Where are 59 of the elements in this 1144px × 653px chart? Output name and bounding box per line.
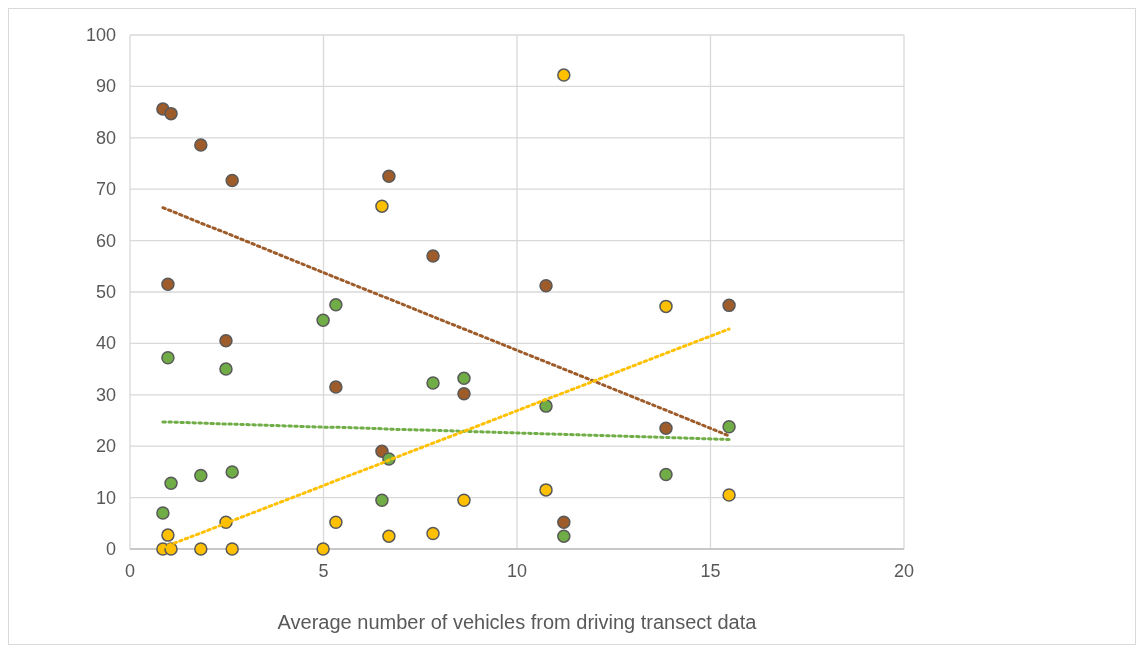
point <box>164 106 178 121</box>
x-tick-label: 0 <box>124 561 136 581</box>
point <box>225 465 239 479</box>
line-series <box>161 420 731 442</box>
y-tick-label: 90 <box>95 76 116 97</box>
point <box>161 277 175 292</box>
point <box>659 467 673 482</box>
y-tick-label: 0 <box>105 539 116 559</box>
point <box>426 249 440 263</box>
point <box>557 529 571 543</box>
point <box>225 542 239 556</box>
point <box>426 526 440 541</box>
point <box>722 419 736 434</box>
x-tick-label: 15 <box>700 561 721 581</box>
point <box>329 380 343 394</box>
y-tick-label: 80 <box>95 127 116 148</box>
x-axis-title: Average number of vehicles from driving transect data <box>277 611 758 633</box>
point <box>457 371 471 386</box>
point <box>722 298 736 313</box>
point <box>375 493 389 507</box>
point <box>539 483 553 497</box>
point <box>375 199 389 213</box>
point <box>156 506 170 520</box>
point <box>557 68 571 82</box>
x-tick-label: 5 <box>318 561 329 581</box>
point <box>194 138 208 152</box>
point <box>382 529 396 543</box>
point <box>329 515 343 530</box>
y-tick-label: 40 <box>95 333 116 354</box>
point <box>457 387 471 401</box>
point <box>219 362 233 376</box>
point <box>316 313 330 328</box>
point <box>161 528 175 542</box>
y-tick-label: 60 <box>95 230 116 251</box>
point <box>426 376 440 390</box>
y-tick-label: 100 <box>85 25 116 45</box>
x-tick-label: 20 <box>893 561 915 581</box>
point <box>164 476 178 490</box>
point <box>161 351 175 365</box>
point <box>329 298 343 312</box>
point <box>539 399 553 413</box>
y-tick-label: 10 <box>95 487 116 508</box>
point <box>659 299 673 314</box>
point <box>557 515 571 530</box>
point <box>225 173 239 188</box>
y-tick-label: 50 <box>95 282 116 302</box>
x-tick-label: 10 <box>506 561 528 581</box>
y-tick-label: 20 <box>95 436 116 457</box>
point <box>316 542 330 556</box>
point <box>722 488 736 502</box>
y-tick-label: 30 <box>95 384 116 405</box>
point <box>539 279 553 293</box>
y-tick-label: 70 <box>95 179 116 200</box>
point <box>457 493 471 507</box>
point <box>659 421 673 435</box>
point <box>194 468 208 483</box>
point <box>382 169 396 184</box>
point <box>194 542 208 556</box>
point <box>219 334 233 348</box>
